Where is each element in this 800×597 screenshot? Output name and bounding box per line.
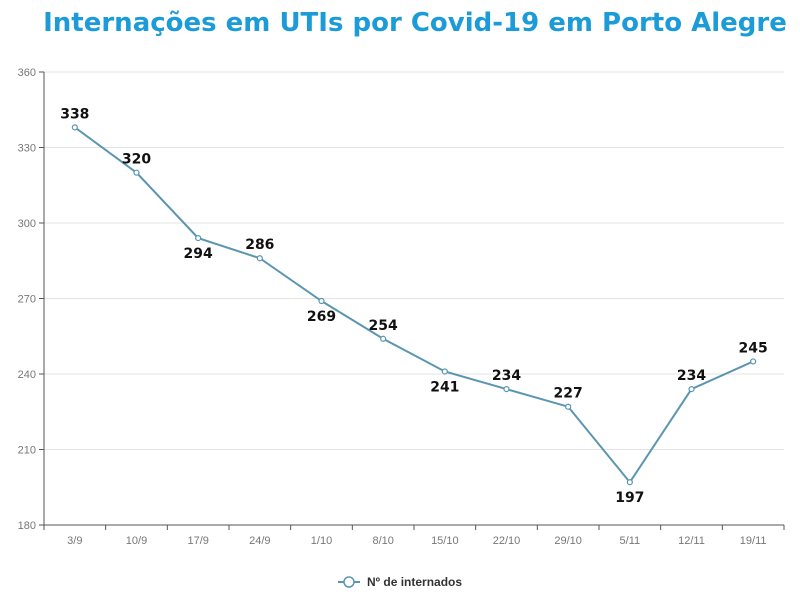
data-label: 286 [245, 237, 274, 253]
series-line [74, 126, 754, 484]
data-point [256, 255, 263, 262]
data-label: 320 [122, 152, 151, 168]
x-tick-label: 17/9 [187, 535, 208, 547]
data-point [195, 235, 202, 242]
x-tick-label: 12/11 [678, 535, 705, 547]
data-point [565, 403, 572, 410]
data-point [688, 386, 695, 393]
data-point [503, 386, 510, 393]
y-tick-label: 360 [18, 67, 36, 79]
x-tick-label: 3/9 [67, 535, 82, 547]
x-tick-label: 5/11 [620, 535, 641, 547]
chart-title: Internações em UTIs por Covid-19 em Port… [43, 8, 787, 38]
data-label: 269 [307, 309, 336, 325]
x-tick-label: 22/10 [493, 535, 521, 547]
data-label: 254 [369, 318, 398, 334]
y-tick-label: 180 [18, 520, 36, 532]
data-label: 294 [184, 246, 213, 262]
data-point [133, 169, 140, 176]
data-label: 234 [677, 368, 706, 384]
data-point [750, 358, 757, 365]
legend-marker-icon [343, 576, 355, 588]
data-point [71, 124, 78, 131]
data-label: 227 [554, 386, 583, 402]
data-point [626, 479, 633, 486]
data-label: 241 [430, 379, 459, 395]
x-tick-label: 19/11 [740, 535, 767, 547]
x-tick-label: 8/10 [372, 535, 393, 547]
x-tick-label: 15/10 [431, 535, 459, 547]
data-point [380, 335, 387, 342]
y-tick-label: 300 [18, 218, 36, 230]
data-label: 338 [60, 106, 89, 122]
x-tick-label: 24/9 [249, 535, 270, 547]
y-tick-label: 270 [18, 294, 36, 306]
legend-label: Nº de internados [367, 575, 462, 589]
y-tick-label: 210 [18, 445, 36, 457]
data-point [441, 368, 448, 375]
y-tick-label: 240 [18, 369, 36, 381]
data-label: 234 [492, 368, 521, 384]
data-point [318, 297, 325, 305]
y-tick-label: 330 [18, 143, 36, 155]
data-label: 245 [739, 340, 768, 356]
data-label: 197 [615, 490, 644, 506]
x-tick-label: 10/9 [126, 535, 147, 547]
x-tick-label: 1/10 [311, 535, 332, 547]
x-tick-label: 29/10 [554, 535, 582, 547]
